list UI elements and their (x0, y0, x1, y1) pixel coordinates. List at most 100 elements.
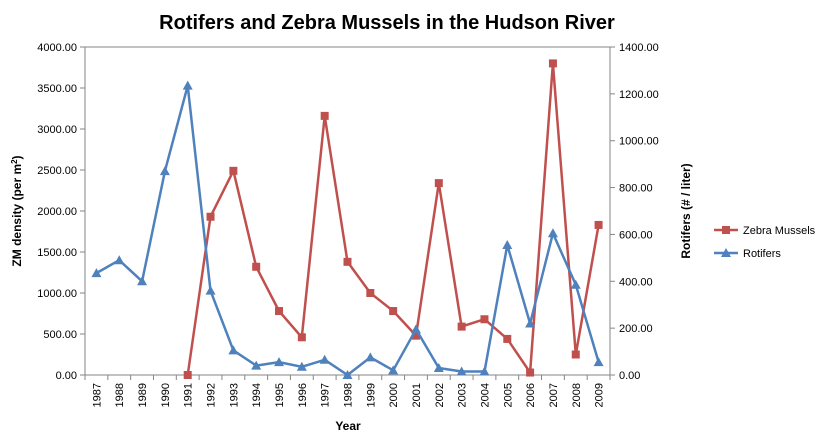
data-point (229, 166, 238, 175)
x-tick-label: 2005 (502, 383, 514, 407)
x-tick-label: 2008 (571, 383, 583, 407)
data-point (114, 255, 125, 265)
data-point (525, 318, 536, 328)
series-layer (91, 59, 604, 379)
right-tick-label: 1400.00 (619, 42, 659, 54)
left-tick-label: 1000.00 (37, 288, 77, 300)
data-point (388, 365, 399, 375)
x-tick-label: 2000 (388, 383, 400, 407)
x-tick-label: 2003 (457, 383, 469, 407)
right-tick-label: 1000.00 (619, 136, 659, 148)
x-tick-label: 1995 (274, 383, 286, 407)
legend-marker (722, 226, 730, 234)
x-axis: 1987 1988 1989 1990 1991 1992 1993 1994 1995 1996… (84, 375, 611, 407)
legend-label: Zebra Mussels (743, 225, 816, 237)
x-tick-label: 2001 (411, 383, 423, 407)
data-point (479, 366, 490, 376)
left-tick-label: 2000.00 (37, 206, 77, 218)
left-tick-label: 2500.00 (37, 165, 77, 177)
data-point (183, 371, 192, 379)
data-point (319, 354, 330, 364)
chart-title: Rotifers and Zebra Mussels in the Hudson… (159, 12, 615, 34)
data-point (205, 285, 216, 295)
data-point (296, 361, 307, 371)
x-tick-label: 1994 (251, 383, 263, 407)
data-point (593, 357, 604, 367)
right-tick-label: 1200.00 (619, 89, 659, 101)
data-point (91, 268, 102, 278)
data-point (366, 289, 375, 297)
x-tick-label: 2009 (594, 383, 606, 407)
data-point (389, 307, 398, 316)
x-tick-label: 1996 (297, 383, 309, 407)
data-point (320, 111, 329, 120)
data-point (137, 276, 148, 286)
x-tick-label: 2002 (434, 383, 446, 407)
data-point (159, 166, 170, 176)
data-point (274, 357, 285, 367)
data-point (594, 220, 603, 229)
series-line-rotifers (95, 84, 600, 377)
x-axis-title: Year (335, 419, 361, 433)
data-point (570, 279, 581, 289)
x-tick-label: 1988 (114, 383, 126, 407)
left-tick-label: 3500.00 (37, 83, 77, 95)
x-tick-label: 1990 (160, 383, 172, 407)
data-point (228, 345, 239, 355)
data-point (456, 366, 467, 376)
data-point (502, 239, 513, 249)
left-tick-label: 500.00 (43, 329, 77, 341)
x-tick-label: 1999 (365, 383, 377, 407)
data-point (275, 307, 284, 316)
data-point (433, 362, 444, 372)
data-point (410, 324, 421, 334)
legend-marker (721, 248, 731, 257)
data-point (252, 262, 261, 271)
right-tick-label: 800.00 (619, 183, 653, 195)
x-tick-label: 1992 (206, 383, 218, 407)
x-tick-label: 1989 (137, 383, 149, 407)
x-tick-label: 1997 (320, 383, 332, 407)
data-point (365, 352, 376, 362)
data-point (434, 179, 443, 188)
legend-item-zebra-mussels: Zebra Mussels (714, 225, 816, 237)
right-axis-title: Rotifers (# / liter) (679, 163, 693, 258)
x-tick-label: 1991 (183, 383, 195, 407)
right-y-axis: 0.00 200.00 400.00 600.00 800.00 1000.00 1200.… (610, 42, 659, 382)
data-point (503, 334, 512, 343)
series-rotifers (91, 80, 604, 379)
legend-label: Rotifers (743, 248, 781, 260)
x-tick-label: 2006 (525, 383, 537, 407)
data-point (457, 322, 466, 331)
left-tick-label: 1500.00 (37, 247, 77, 259)
data-point (297, 333, 306, 342)
data-point (342, 370, 353, 379)
left-tick-label: 0.00 (56, 370, 77, 382)
x-tick-label: 2004 (479, 383, 491, 407)
right-tick-label: 200.00 (619, 323, 653, 335)
right-tick-label: 400.00 (619, 276, 653, 288)
x-tick-label: 1998 (343, 383, 355, 407)
data-point (206, 212, 215, 221)
x-tick-label: 1993 (228, 383, 240, 407)
data-point (251, 360, 262, 370)
left-tick-label: 4000.00 (37, 42, 77, 54)
left-y-axis: 0.00 500.00 1000.00 1500.00 2000.00 2500.00 30… (37, 42, 85, 382)
right-tick-label: 600.00 (619, 229, 653, 241)
data-point (547, 228, 558, 238)
data-point (571, 350, 580, 359)
left-tick-label: 3000.00 (37, 124, 77, 136)
x-tick-label: 1987 (91, 383, 103, 407)
data-point (480, 315, 489, 324)
series-zebra-mussels (183, 59, 603, 379)
legend-item-rotifers: Rotifers (714, 248, 781, 260)
data-point (411, 331, 420, 340)
legend: Zebra Mussels Rotifers (714, 225, 816, 260)
data-point (548, 59, 557, 68)
x-tick-label: 2007 (548, 383, 560, 407)
series-line-zebra-mussels (186, 62, 600, 376)
data-point (526, 368, 535, 377)
left-axis-title: ZM density (per m2) (10, 155, 24, 266)
data-point (343, 257, 352, 266)
